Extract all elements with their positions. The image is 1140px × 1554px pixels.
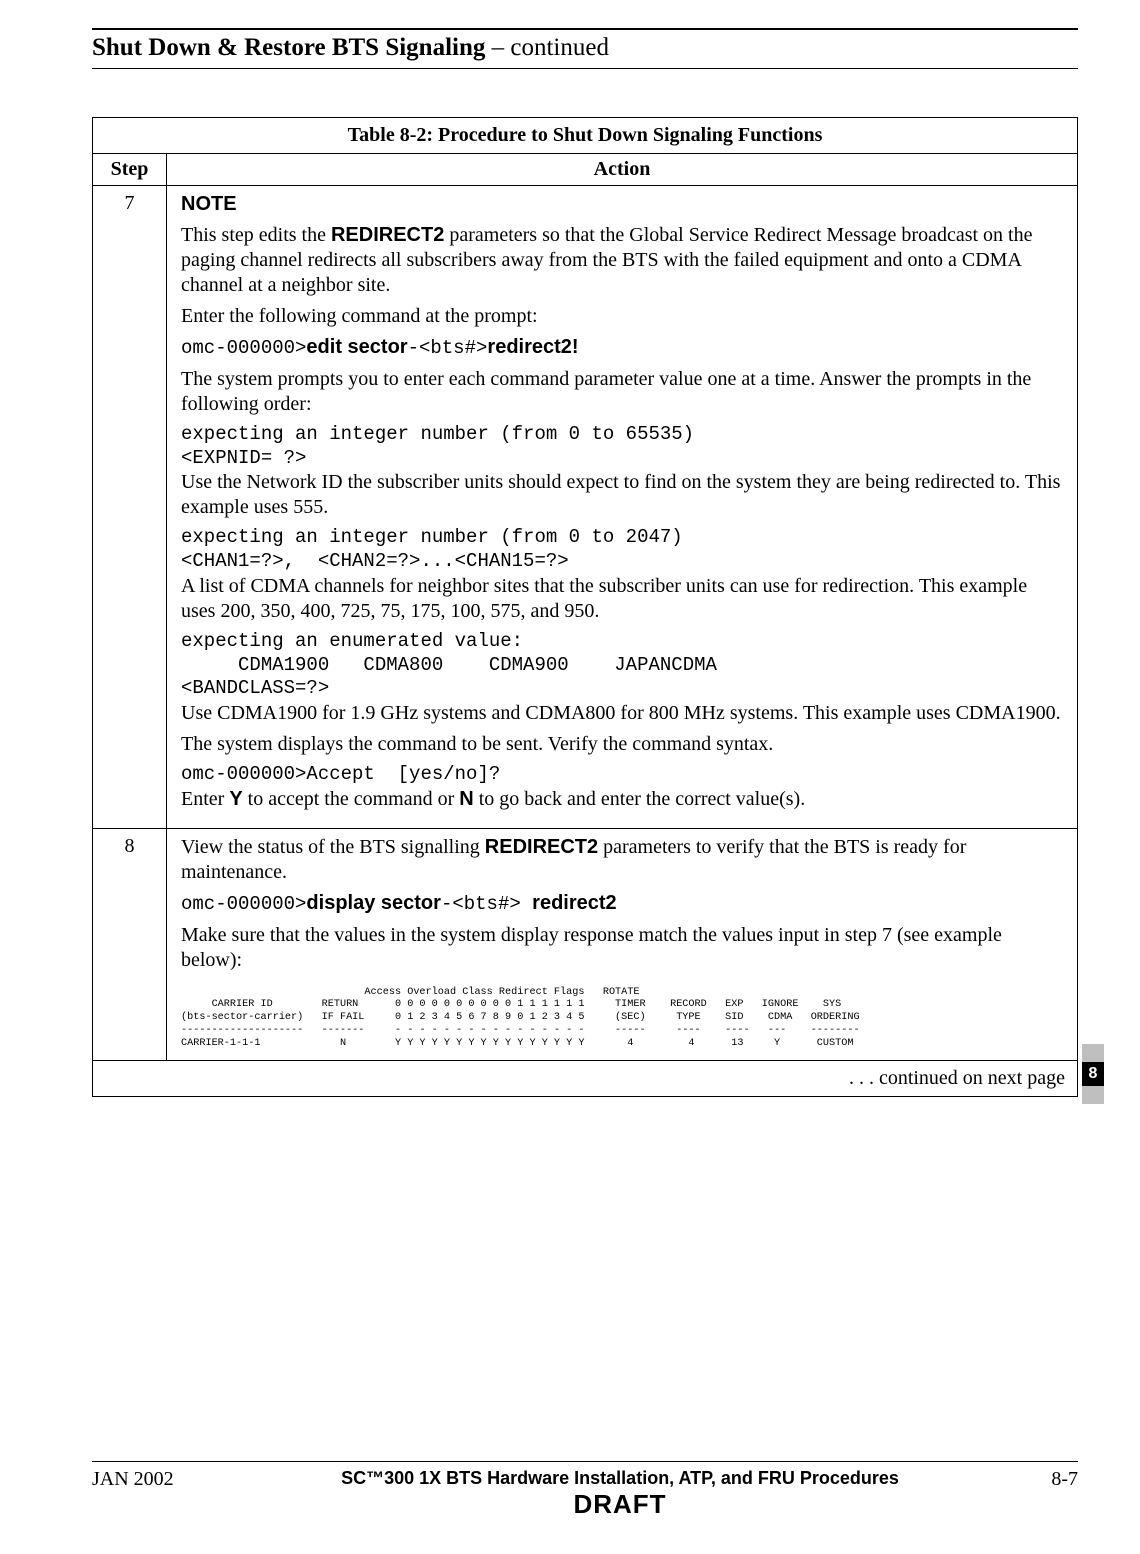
- s7-p1b: REDIRECT2: [331, 224, 444, 246]
- s8-listing: Access Overload Class Redirect Flags ROT…: [181, 987, 1063, 1051]
- s8-cmd-pre: omc-000000>: [181, 893, 306, 915]
- s8-p2: Make sure that the values in the system …: [181, 923, 1063, 973]
- footer-date: JAN 2002: [92, 1468, 242, 1491]
- header-title-bold: Shut Down & Restore BTS Signaling: [92, 34, 485, 61]
- col-step: Step: [93, 154, 167, 186]
- step7-action: NOTE This step edits the REDIRECT2 param…: [167, 186, 1078, 829]
- continued-label: . . . continued on next page: [93, 1061, 1078, 1097]
- procedure-table: Table 8-2: Procedure to Shut Down Signal…: [92, 117, 1078, 1097]
- s7-block3: expecting an enumerated value: CDMA1900 …: [181, 630, 1063, 701]
- footer-mid: SC™300 1X BTS Hardware Installation, ATP…: [242, 1468, 998, 1520]
- s7-p3: The system prompts you to enter each com…: [181, 367, 1063, 417]
- s7-cmd1-pre: omc-000000>: [181, 337, 306, 359]
- s7-cmd1-mid: -<bts#>: [408, 337, 488, 359]
- s7-p8n: N: [459, 788, 473, 810]
- page-header: Shut Down & Restore BTS Signaling – cont…: [92, 34, 1078, 68]
- s7-p1a: This step edits the: [181, 224, 331, 246]
- caption-rest: Procedure to Shut Down Signaling Functio…: [433, 124, 822, 146]
- s7-p8y: Y: [229, 788, 242, 810]
- side-tab: 8: [1082, 1044, 1104, 1104]
- page-footer: JAN 2002 SC™300 1X BTS Hardware Installa…: [92, 1461, 1078, 1520]
- s8-p1b: REDIRECT2: [485, 836, 598, 858]
- step8-action: View the status of the BTS signalling RE…: [167, 828, 1078, 1061]
- s7-p2: Enter the following command at the promp…: [181, 304, 1063, 329]
- s8-cmd-b2: redirect2: [532, 892, 617, 914]
- s8-cmd-mid: -<bts#>: [441, 893, 532, 915]
- s7-p8b: to accept the command or: [243, 788, 460, 810]
- s7-p8a: Enter: [181, 788, 229, 810]
- s7-p7: The system displays the command to be se…: [181, 732, 1063, 757]
- s7-p4: Use the Network ID the subscriber units …: [181, 470, 1063, 520]
- table-row: 7 NOTE This step edits the REDIRECT2 par…: [93, 186, 1078, 829]
- side-tab-number: 8: [1082, 1062, 1104, 1086]
- s7-p5: A list of CDMA channels for neighbor sit…: [181, 574, 1063, 624]
- s7-block2: expecting an integer number (from 0 to 2…: [181, 526, 1063, 574]
- s7-block1: expecting an integer number (from 0 to 6…: [181, 423, 1063, 471]
- s7-cmd1-b1: edit sector: [306, 336, 407, 358]
- s7-p6: Use CDMA1900 for 1.9 GHz systems and CDM…: [181, 701, 1063, 726]
- caption-bold: Table 8-2:: [348, 124, 433, 146]
- s7-block4: omc-000000>Accept [yes/no]?: [181, 763, 1063, 787]
- table-caption: Table 8-2: Procedure to Shut Down Signal…: [93, 118, 1078, 154]
- footer-page: 8-7: [998, 1468, 1078, 1491]
- s8-p1a: View the status of the BTS signalling: [181, 836, 485, 858]
- header-title-rest: – continued: [485, 34, 609, 61]
- table-row: 8 View the status of the BTS signalling …: [93, 828, 1078, 1061]
- s7-cmd1-b2: redirect2!: [487, 336, 578, 358]
- step-number: 7: [93, 186, 167, 829]
- s7-p8c: to go back and enter the correct value(s…: [474, 788, 806, 810]
- step-number: 8: [93, 828, 167, 1061]
- footer-doc-title: SC™300 1X BTS Hardware Installation, ATP…: [242, 1468, 998, 1489]
- note-label: NOTE: [181, 193, 237, 215]
- footer-draft: DRAFT: [242, 1489, 998, 1520]
- col-action: Action: [167, 154, 1078, 186]
- s8-cmd-b1: display sector: [306, 892, 441, 914]
- table-row: . . . continued on next page: [93, 1061, 1078, 1097]
